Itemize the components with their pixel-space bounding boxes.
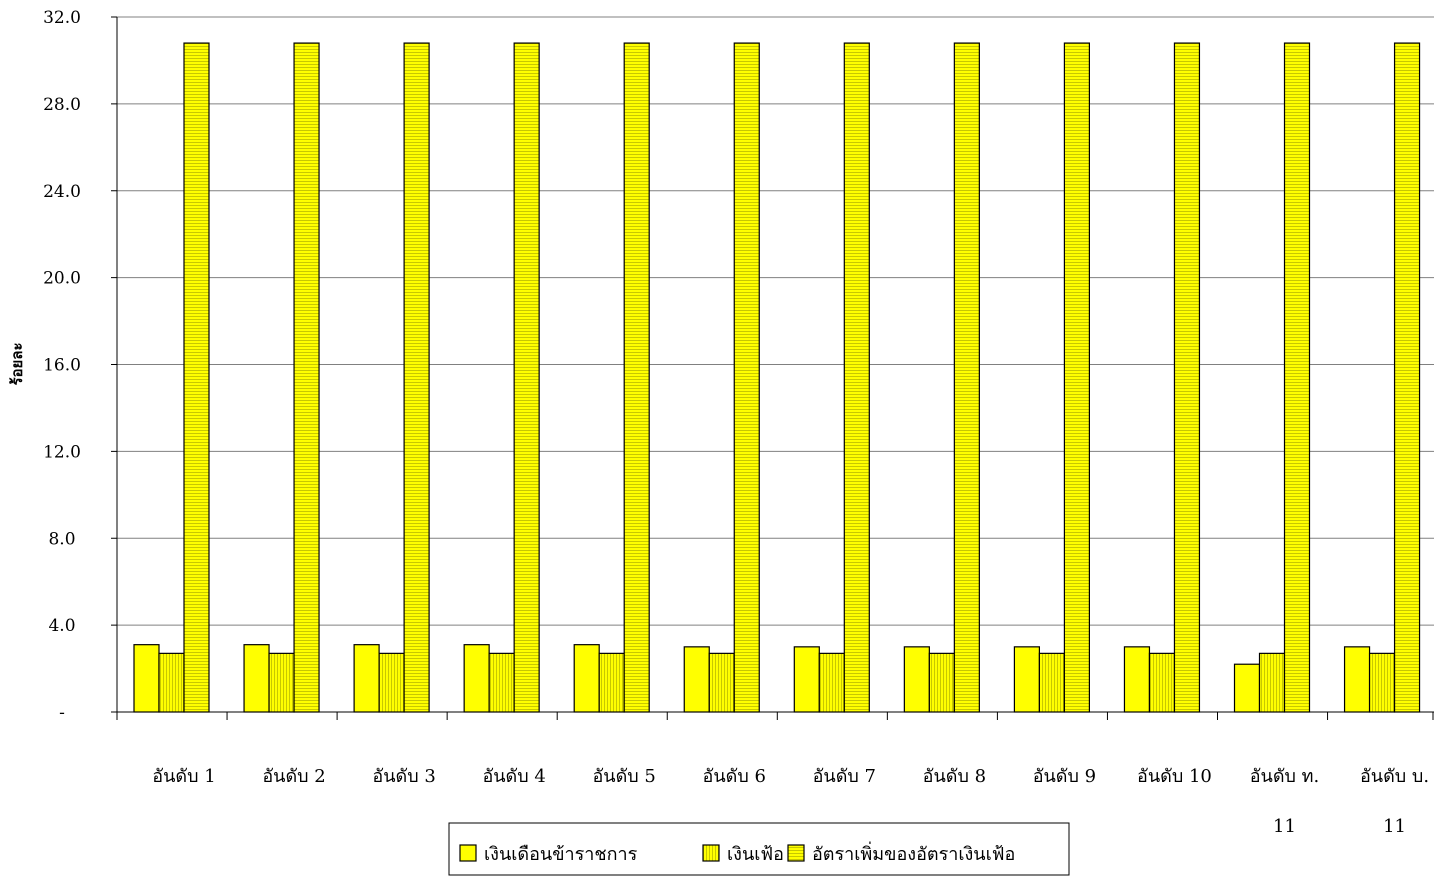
- bar-3-8: [953, 42, 980, 713]
- bar-1-7: [793, 646, 820, 713]
- bars: [133, 42, 1421, 713]
- bar-2-1: [158, 652, 185, 713]
- bar-3-3: [403, 42, 430, 713]
- bar-3-1: [183, 42, 210, 713]
- x-category-label: อันดับ 3: [372, 766, 435, 787]
- y-tick-label: -: [59, 703, 65, 723]
- bar-1-9: [1013, 646, 1041, 713]
- bar-3-6: [733, 42, 760, 713]
- legend-box: [448, 822, 1070, 876]
- x-category-label: อันดับ 6: [703, 766, 766, 787]
- legend-swatch-3: [787, 844, 805, 862]
- y-axis-label: ร้อยละ: [8, 342, 26, 385]
- bar-3-5: [623, 42, 650, 713]
- bar-1-6: [683, 646, 710, 713]
- bar-2-7: [818, 652, 845, 713]
- axes: [111, 16, 1434, 720]
- legend-swatch-2: [702, 844, 720, 862]
- bar-1-4: [463, 644, 490, 713]
- y-tick-label: 32.0: [43, 8, 81, 28]
- bar-3-11: [1283, 42, 1311, 713]
- bar-3-12: [1393, 42, 1421, 713]
- legend-label-2: เงินเฟ้อ: [727, 844, 784, 865]
- bar-1-1: [133, 644, 160, 713]
- bar-1-8: [903, 646, 930, 713]
- bar-1-10: [1123, 646, 1151, 713]
- bar-2-10: [1148, 652, 1176, 713]
- bar-3-2: [293, 42, 320, 713]
- y-tick-label: 28.0: [43, 95, 81, 115]
- bar-3-7: [843, 42, 870, 713]
- x-category-label: อันดับ 1: [152, 766, 215, 787]
- legend: เงินเดือนข้าราชการ เงินเฟ้อ อัตราเพิ่มของอ…: [448, 822, 1070, 876]
- y-tick-label: 4.0: [48, 616, 75, 636]
- x-category-label: อันดับ 2: [262, 766, 325, 787]
- bar-2-4: [488, 652, 515, 713]
- bar-2-8: [928, 652, 955, 713]
- x-category-label: อันดับ ท. 11: [1250, 766, 1320, 837]
- bar-1-11: [1233, 663, 1261, 713]
- legend-label-1: เงินเดือนข้าราชการ: [484, 844, 638, 865]
- bar-2-12: [1368, 652, 1396, 713]
- bar-1-5: [573, 644, 600, 713]
- y-tick-label: 8.0: [48, 529, 75, 549]
- bar-3-10: [1173, 42, 1201, 713]
- bar-2-9: [1038, 652, 1066, 713]
- x-category-label: อันดับ 5: [592, 766, 655, 787]
- bar-1-2: [243, 644, 270, 713]
- bar-2-11: [1258, 652, 1286, 713]
- y-tick-label: 20.0: [43, 269, 81, 289]
- x-category-label: อันดับ 10: [1137, 766, 1212, 787]
- bar-3-4: [513, 42, 540, 713]
- bar-1-3: [353, 644, 380, 713]
- y-tick-label: 24.0: [43, 182, 81, 202]
- bar-2-3: [378, 652, 405, 713]
- gridlines: [117, 16, 1434, 626]
- x-category-label: อันดับ 8: [923, 766, 986, 787]
- x-category-label: อันดับ 9: [1033, 766, 1096, 787]
- y-tick-label: 12.0: [43, 442, 81, 462]
- y-tick-label: 16.0: [43, 356, 81, 376]
- bar-2-5: [598, 652, 625, 713]
- bar-2-6: [708, 652, 735, 713]
- bar-2-2: [268, 652, 295, 713]
- legend-label-3: อัตราเพิ่มของอัตราเงินเฟ้อ: [812, 841, 1015, 865]
- bar-1-12: [1343, 646, 1371, 713]
- x-category-label: อันดับ 4: [482, 766, 545, 787]
- x-category-label: อันดับ 7: [813, 766, 876, 787]
- legend-swatch-1: [459, 844, 477, 862]
- x-category-label: อันดับ บ. 11: [1360, 766, 1429, 837]
- bar-3-9: [1063, 42, 1091, 713]
- labels: - 4.0 8.0 12.0 16.0 20.0 24.0 28.0 32.0 อันดับ 1 อ…: [43, 8, 1429, 837]
